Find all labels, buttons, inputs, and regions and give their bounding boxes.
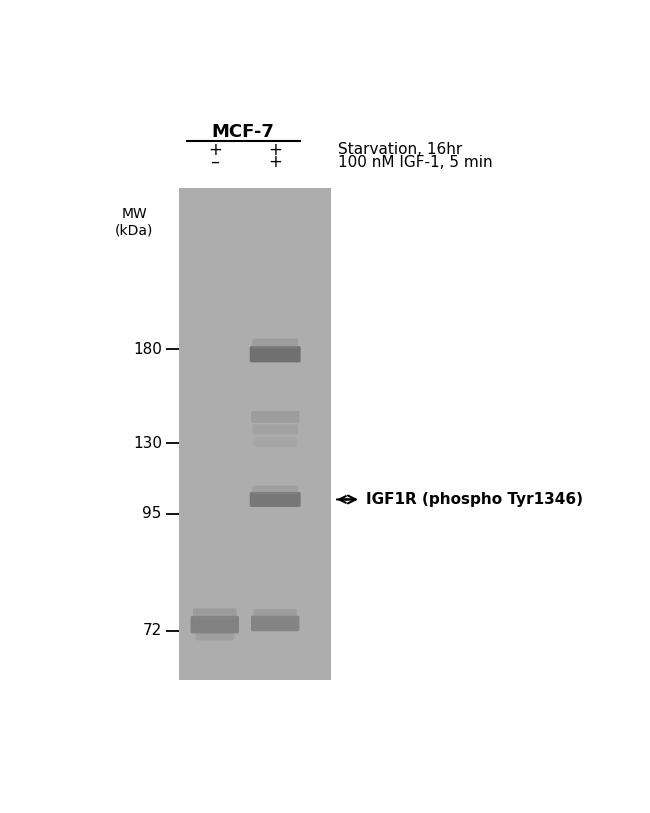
Text: +: + [208, 141, 222, 159]
Bar [179, 189, 331, 680]
FancyBboxPatch shape [252, 485, 298, 494]
Text: +: + [268, 141, 282, 159]
Text: MCF-7: MCF-7 [211, 123, 274, 141]
Text: Starvation, 16hr: Starvation, 16hr [338, 142, 462, 157]
FancyBboxPatch shape [250, 346, 301, 363]
FancyBboxPatch shape [252, 424, 298, 434]
FancyBboxPatch shape [254, 437, 297, 446]
Text: IGF1R (phospho Tyr1346): IGF1R (phospho Tyr1346) [367, 492, 583, 507]
Text: 95: 95 [142, 506, 162, 521]
Text: 130: 130 [133, 436, 162, 450]
FancyBboxPatch shape [196, 632, 234, 641]
Text: 180: 180 [133, 341, 162, 357]
FancyBboxPatch shape [252, 338, 298, 349]
Text: MW
(kDa): MW (kDa) [115, 207, 153, 237]
Text: +: + [268, 153, 282, 171]
FancyBboxPatch shape [251, 411, 300, 423]
FancyBboxPatch shape [250, 492, 301, 507]
FancyBboxPatch shape [254, 609, 297, 619]
Text: –: – [210, 153, 219, 171]
FancyBboxPatch shape [251, 615, 300, 631]
FancyBboxPatch shape [193, 608, 237, 620]
FancyBboxPatch shape [190, 616, 239, 633]
Text: 100 nM IGF-1, 5 min: 100 nM IGF-1, 5 min [338, 154, 493, 170]
Text: 72: 72 [142, 624, 162, 638]
